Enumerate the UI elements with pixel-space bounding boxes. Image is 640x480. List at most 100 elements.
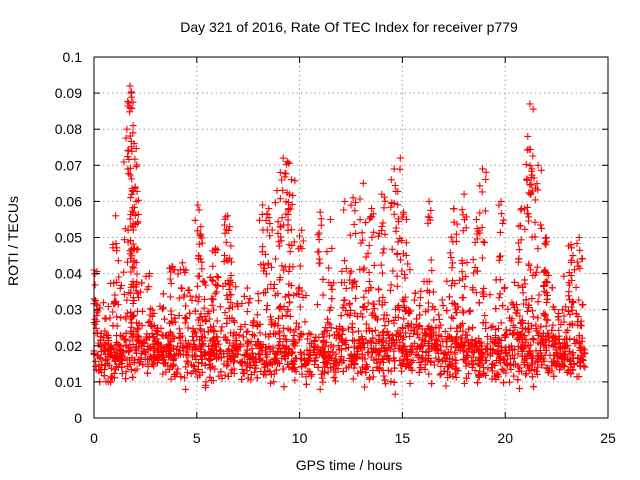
- data-point: [143, 336, 151, 344]
- data-point: [383, 328, 391, 336]
- data-point: [390, 347, 398, 355]
- data-point: [178, 332, 186, 340]
- data-point: [109, 244, 117, 252]
- data-point: [550, 372, 558, 380]
- data-point: [127, 366, 135, 374]
- data-points: [90, 82, 589, 398]
- data-point: [475, 360, 483, 367]
- data-point: [496, 276, 504, 284]
- data-point: [556, 343, 564, 351]
- data-point: [211, 244, 219, 252]
- data-point: [581, 346, 588, 354]
- data-point: [226, 339, 234, 347]
- data-point: [565, 348, 573, 356]
- data-point: [561, 344, 569, 352]
- data-point: [486, 291, 494, 299]
- data-point: [351, 207, 359, 215]
- data-point: [419, 336, 427, 344]
- data-point: [568, 303, 576, 311]
- data-point: [497, 252, 504, 260]
- data-point: [526, 162, 534, 170]
- data-point: [284, 226, 292, 234]
- data-point: [459, 307, 467, 315]
- data-point: [107, 351, 115, 359]
- data-point: [456, 276, 463, 284]
- data-point: [238, 358, 246, 366]
- data-point: [502, 344, 510, 352]
- data-point: [284, 216, 292, 224]
- data-point: [365, 278, 373, 285]
- data-point: [449, 315, 457, 322]
- data-point: [367, 344, 375, 352]
- data-point: [113, 278, 120, 286]
- data-point: [132, 163, 140, 171]
- data-point: [118, 370, 126, 377]
- data-point: [94, 329, 102, 337]
- data-point: [194, 282, 202, 290]
- data-point: [160, 304, 167, 312]
- data-point: [211, 343, 219, 351]
- data-point: [497, 319, 505, 327]
- data-point: [129, 373, 137, 381]
- data-point: [449, 373, 457, 380]
- data-point: [390, 210, 398, 218]
- data-point: [435, 331, 443, 339]
- data-point: [162, 368, 170, 376]
- data-point: [259, 243, 267, 251]
- data-point: [332, 377, 339, 385]
- data-point: [478, 351, 486, 359]
- data-point: [520, 300, 528, 308]
- data-point: [323, 248, 331, 256]
- data-point: [121, 225, 129, 233]
- data-point: [472, 337, 479, 345]
- data-point: [287, 176, 295, 184]
- data-point: [410, 330, 418, 338]
- data-point: [411, 339, 419, 347]
- data-point: [452, 230, 460, 238]
- data-point: [196, 325, 204, 333]
- data-point: [339, 326, 347, 334]
- data-point: [462, 273, 470, 281]
- data-point: [342, 306, 350, 314]
- data-point: [542, 234, 550, 241]
- data-point: [481, 207, 489, 215]
- data-point: [528, 295, 536, 303]
- data-point: [489, 360, 497, 368]
- data-point: [182, 385, 190, 393]
- data-point: [148, 322, 156, 330]
- data-point: [314, 343, 322, 351]
- data-point: [549, 303, 557, 311]
- data-point: [384, 344, 392, 351]
- data-point: [468, 360, 476, 368]
- data-point: [509, 351, 516, 359]
- data-point: [404, 260, 412, 268]
- data-point: [243, 284, 251, 292]
- data-point: [277, 233, 285, 241]
- data-point: [424, 299, 432, 307]
- data-point: [550, 333, 558, 340]
- data-point: [123, 296, 131, 304]
- data-point: [517, 222, 524, 230]
- x-tick-label: 10: [292, 430, 308, 446]
- data-point: [509, 331, 517, 339]
- data-point: [194, 201, 202, 209]
- data-point: [127, 89, 135, 97]
- data-point: [349, 328, 357, 336]
- data-point: [242, 362, 250, 370]
- data-point: [375, 297, 383, 305]
- data-point: [551, 337, 559, 345]
- data-point: [325, 332, 333, 340]
- data-point: [378, 226, 386, 234]
- data-point: [469, 353, 477, 361]
- data-point: [498, 365, 506, 373]
- data-point: [182, 363, 190, 371]
- data-point: [178, 259, 186, 267]
- data-point: [392, 224, 400, 232]
- data-point: [227, 272, 235, 279]
- data-point: [101, 347, 109, 355]
- data-point: [132, 145, 140, 152]
- data-point: [461, 216, 468, 224]
- data-point: [341, 197, 349, 205]
- data-point: [398, 349, 406, 357]
- data-point: [534, 161, 542, 169]
